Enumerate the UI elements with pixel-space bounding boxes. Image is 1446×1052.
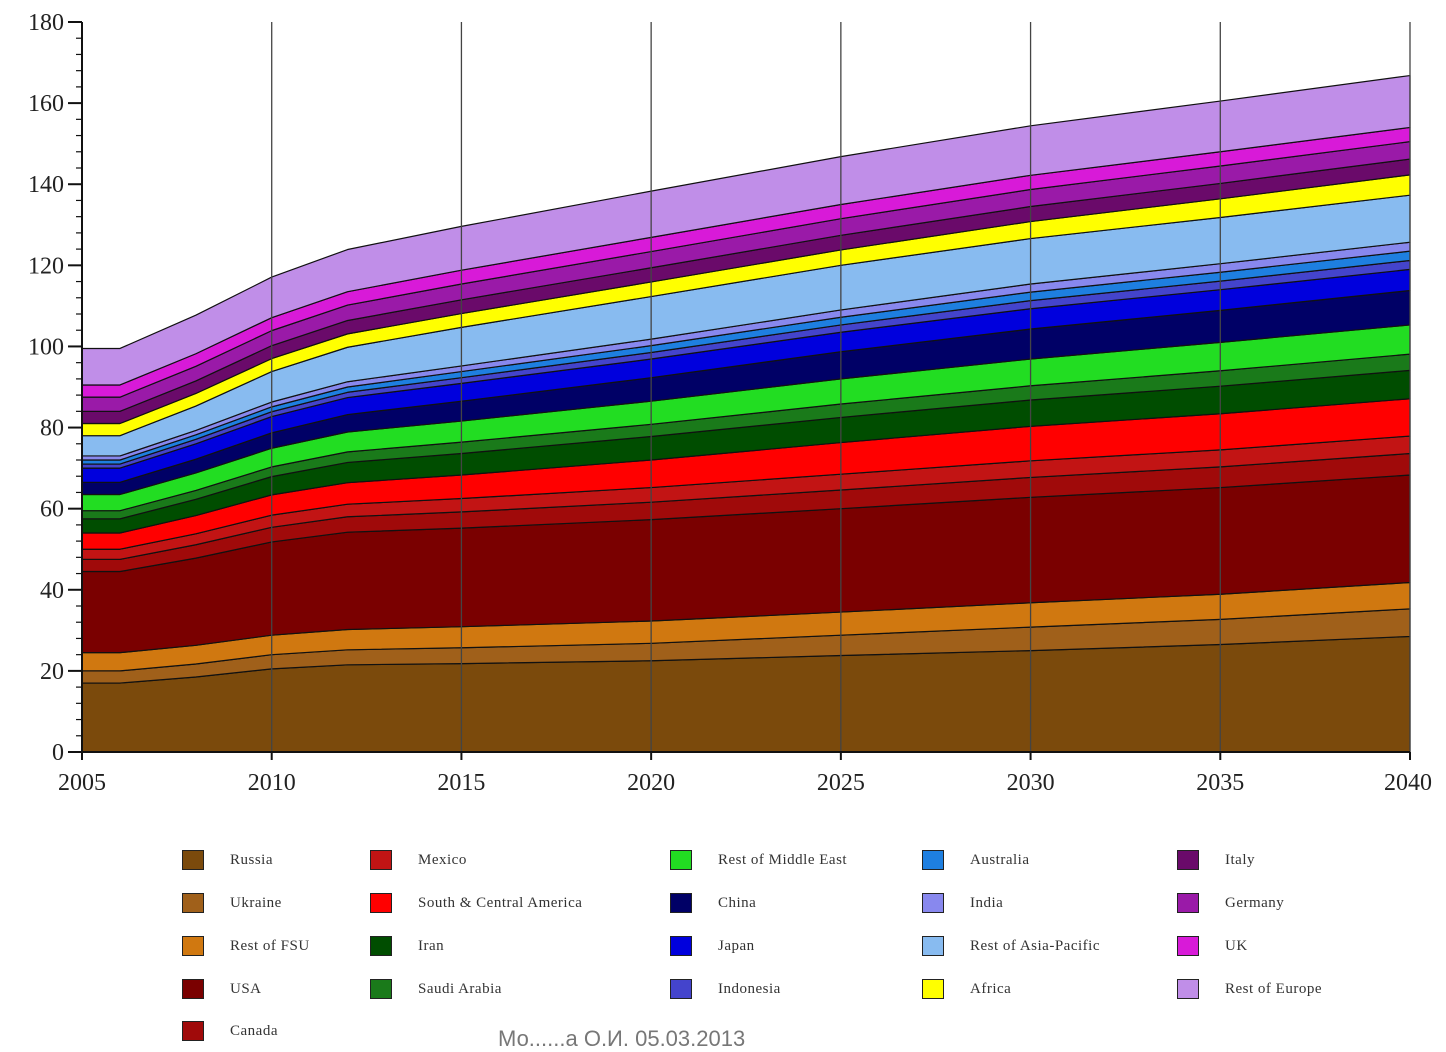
x-tick-label-2010: 2010 (248, 770, 296, 796)
legend-swatch (370, 893, 392, 913)
legend-label: Russia (230, 851, 274, 868)
legend-label: Rest of FSU (230, 937, 310, 954)
legend-label: Germany (1225, 894, 1285, 911)
legend-swatch (1177, 850, 1199, 870)
x-tick-label-2020: 2020 (627, 770, 675, 796)
legend-swatch (922, 936, 944, 956)
y-tick-label-180: 180 (28, 10, 64, 36)
legend-item-rest-of-europe: Rest of Europe (1177, 977, 1322, 1001)
legend-swatch (670, 936, 692, 956)
legend-swatch (922, 893, 944, 913)
legend-swatch (182, 936, 204, 956)
y-tick-label-140: 140 (28, 172, 64, 198)
legend-item-south-and-central-america: South & Central America (370, 891, 582, 915)
legend-item-rest-of-asia-pacific: Rest of Asia-Pacific (922, 934, 1100, 958)
legend-swatch (670, 850, 692, 870)
y-tick-labels: 0 20 40 60 80 100 120 140 160 180 (28, 10, 64, 766)
legend-label: UK (1225, 937, 1248, 954)
legend-label: Rest of Middle East (718, 851, 848, 868)
legend-swatch (670, 979, 692, 999)
legend-item-japan: Japan (670, 934, 755, 958)
legend-label: Rest of Europe (1225, 980, 1322, 997)
legend-swatch (1177, 936, 1199, 956)
legend-item-usa: USA (182, 977, 262, 1001)
legend-item-australia: Australia (922, 848, 1029, 872)
y-tick-label-100: 100 (28, 334, 64, 360)
x-tick-label-2015: 2015 (437, 770, 485, 796)
legend-item-canada: Canada (182, 1019, 278, 1043)
y-tick-label-40: 40 (40, 578, 64, 604)
legend-item-uk: UK (1177, 934, 1248, 958)
legend-item-ukraine: Ukraine (182, 891, 282, 915)
legend-item-mexico: Mexico (370, 848, 467, 872)
y-tick-label-80: 80 (40, 416, 64, 442)
y-tick-label-120: 120 (28, 253, 64, 279)
legend-item-india: India (922, 891, 1003, 915)
legend-label: Iran (418, 937, 445, 954)
legend-label: Rest of Asia-Pacific (970, 937, 1100, 954)
footer-text: Мо......а О.И. 05.03.2013 (498, 1026, 746, 1051)
axes (68, 21, 1411, 760)
legend-item-rest-of-fsu: Rest of FSU (182, 934, 310, 958)
legend-label: Japan (718, 937, 755, 954)
legend-item-germany: Germany (1177, 891, 1284, 915)
legend-item-indonesia: Indonesia (670, 977, 781, 1001)
stacked-area-chart: 2005 2010 2015 2020 2025 2030 2035 2040 0204060… (28, 10, 1432, 796)
legend-swatch (182, 893, 204, 913)
y-tick-label-20: 20 (40, 659, 64, 685)
x-tick-label-2035: 2035 (1196, 770, 1244, 796)
legend-swatch (182, 1021, 204, 1041)
x-tick-label-2030: 2030 (1007, 770, 1055, 796)
y-tick-label-0: 0 (52, 740, 64, 766)
legend-swatch (1177, 893, 1199, 913)
legend-label: Saudi Arabia (418, 980, 502, 997)
legend-label: Ukraine (230, 894, 282, 911)
legend-swatch (182, 850, 204, 870)
legend-label: USA (230, 980, 262, 997)
legend-swatch (1177, 979, 1199, 999)
legend-item-africa: Africa (922, 977, 1011, 1001)
legend-label: South & Central America (418, 894, 583, 911)
legend-label: Canada (230, 1022, 278, 1039)
x-tick-label-2040: 2040 (1384, 770, 1432, 796)
legend-swatch (922, 979, 944, 999)
x-tick-label-2005: 2005 (58, 770, 106, 796)
legend-swatch (370, 936, 392, 956)
legend-label: China (718, 894, 757, 911)
area-layers (81, 74, 1411, 753)
legend-swatch (182, 979, 204, 999)
x-tick-labels: 2005 2010 2015 2020 2025 2030 2035 2040 (58, 770, 1432, 796)
legend-label: Mexico (418, 851, 467, 868)
legend-item-china: China (670, 891, 756, 915)
x-tick-label-2025: 2025 (817, 770, 865, 796)
legend-item-italy: Italy (1177, 848, 1255, 872)
legend-item-iran: Iran (370, 934, 444, 958)
legend-item-saudi-arabia: Saudi Arabia (370, 977, 502, 1001)
legend-label: India (970, 894, 1004, 911)
legend-label: Indonesia (718, 980, 781, 997)
legend-label: Africa (970, 980, 1012, 997)
legend-label: Italy (1225, 851, 1255, 868)
legend-swatch (670, 893, 692, 913)
legend-swatch (922, 850, 944, 870)
legend-item-russia: Russia (182, 848, 273, 872)
y-tick-label-160: 160 (28, 91, 64, 117)
y-tick-label-60: 60 (40, 497, 64, 523)
legend-item-rest-of-middle-east: Rest of Middle East (670, 848, 847, 872)
legend-swatch (370, 850, 392, 870)
legend-swatch (370, 979, 392, 999)
legend-label: Australia (970, 851, 1030, 868)
